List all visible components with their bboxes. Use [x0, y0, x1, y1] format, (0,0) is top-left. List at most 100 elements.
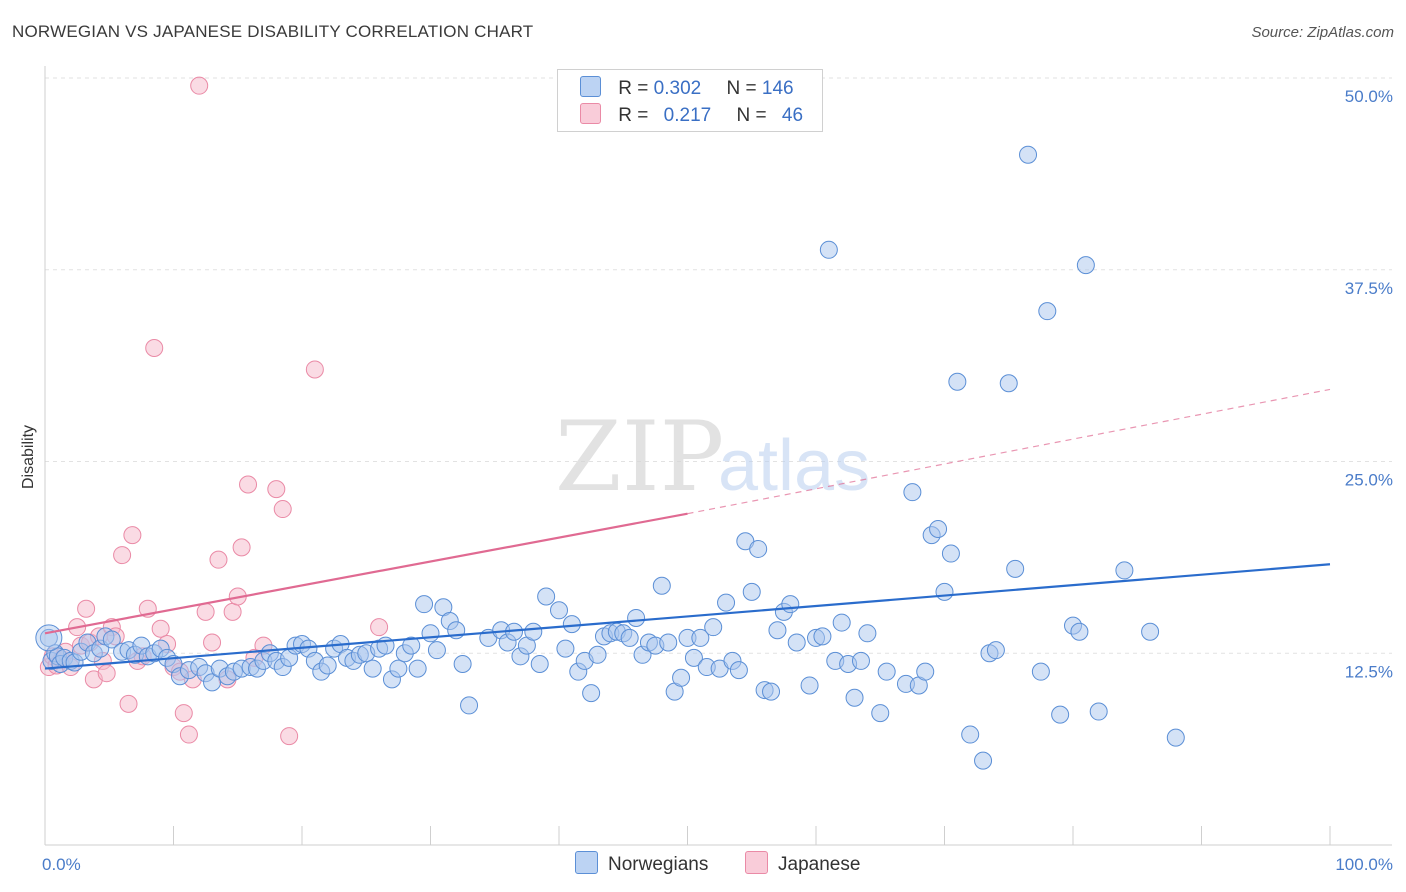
trend-lines [44, 388, 1331, 670]
japanese-point [145, 338, 164, 357]
norwegian-point [858, 624, 877, 643]
japanese-point [190, 76, 209, 95]
norwegian-point [582, 684, 601, 703]
norwegian-point [762, 682, 781, 701]
legend-swatch-norwegians [580, 76, 601, 97]
bottom-legend-label: Norwegians [608, 854, 709, 875]
bottom-legend-swatch-norwegians [575, 851, 598, 874]
norwegian-point [530, 654, 549, 673]
norwegian-point [729, 661, 748, 680]
norwegian-point [556, 639, 575, 658]
japanese-point [119, 694, 138, 713]
axes [44, 66, 1392, 846]
norwegian-point [427, 641, 446, 660]
norwegian-point [415, 595, 434, 614]
watermark-atlas: atlas [718, 426, 870, 506]
norwegian-point [453, 654, 472, 673]
norwegian-point [986, 641, 1005, 660]
norwegian-point [684, 648, 703, 667]
norwegian-point [941, 544, 960, 563]
norwegian-point [717, 593, 736, 612]
norwegian-point [1115, 561, 1134, 580]
norwegian-point [1006, 559, 1025, 578]
x-tick-label: 100.0% [1335, 855, 1393, 874]
norwegian-point [781, 595, 800, 614]
norwegian-point [203, 673, 222, 692]
norwegian-point [421, 624, 440, 643]
japanese-point [267, 480, 286, 499]
bottom-legend-norwegians: Norwegians [575, 851, 708, 877]
norwegian-point [929, 519, 948, 538]
legend-r-value: 0.217 [663, 105, 712, 126]
norwegian-point [672, 668, 691, 687]
norwegian-point [1070, 622, 1089, 641]
japanese-point [174, 704, 193, 723]
japanese-point [113, 546, 132, 565]
legend-r-label: R = [618, 105, 649, 126]
japanese-point [151, 619, 170, 638]
japanese-point [123, 526, 142, 545]
japanese-point [196, 602, 215, 621]
norwegian-point [402, 636, 421, 655]
legend-r-value: 0.302 [653, 78, 702, 99]
norwegian-point [691, 628, 710, 647]
japanese-point [223, 602, 242, 621]
norwegian-point [102, 630, 121, 649]
norwegian-point [871, 704, 890, 723]
japanese-point [305, 360, 324, 379]
norwegian-point [659, 633, 678, 652]
norwegian-point [652, 576, 671, 595]
watermark-zip: ZIP [555, 401, 724, 513]
norwegian-point [742, 582, 761, 601]
norwegian-point [363, 659, 382, 678]
japanese-point [203, 633, 222, 652]
norwegian-point [1076, 256, 1095, 275]
legend-n-value: 46 [781, 105, 804, 126]
japanese-point [77, 599, 96, 618]
legend-n-value: 146 [761, 78, 794, 99]
norwegian-point [460, 696, 479, 715]
legend-r-label: R = [618, 78, 649, 99]
source-label: Source: ZipAtlas.com [1251, 24, 1394, 41]
norwegian-point [813, 627, 832, 646]
x-tick-label: 0.0% [42, 855, 81, 874]
norwegian-point [1038, 302, 1057, 321]
norwegian-point [845, 688, 864, 707]
norwegian-point [819, 240, 838, 259]
bottom-legend-label: Japanese [778, 854, 861, 875]
legend-n-label: N = [726, 78, 757, 99]
norwegian-point [974, 751, 993, 770]
norwegian-point [1019, 145, 1038, 164]
norwegian-point [961, 725, 980, 744]
japanese-trend-line [44, 512, 688, 635]
legend-n-label: N = [736, 105, 767, 126]
norwegian-point [903, 483, 922, 502]
norwegian-point [1031, 662, 1050, 681]
legend-row-norwegians: R = 0.302 N = 146 [580, 76, 794, 99]
norwegian-point [851, 651, 870, 670]
norwegian-point [768, 621, 787, 640]
norwegian-point [524, 622, 543, 641]
norwegian-point [916, 662, 935, 681]
chart-title: NORWEGIAN VS JAPANESE DISABILITY CORRELA… [12, 22, 534, 41]
japanese-point [232, 538, 251, 557]
bottom-legend-japanese: Japanese [745, 851, 860, 877]
watermark: ZIP atlas [555, 401, 870, 513]
norwegian-point [408, 659, 427, 678]
japanese-point [209, 550, 228, 569]
norwegian-point [562, 615, 581, 634]
norwegian-point [1166, 728, 1185, 747]
norwegian-point [935, 582, 954, 601]
y-tick-label: 50.0% [1345, 87, 1393, 106]
norwegian-point [389, 659, 408, 678]
legend: R = 0.302 N = 146 R = 0.217 N = 46 [557, 69, 823, 132]
norwegian-point [1051, 705, 1070, 724]
norwegian-point [35, 624, 63, 652]
norwegian-point [999, 374, 1018, 393]
y-tick-label: 25.0% [1345, 471, 1393, 490]
norwegian-point [550, 601, 568, 620]
japanese-point [239, 475, 258, 494]
norwegian-point [800, 676, 819, 695]
grid-lines [45, 77, 1392, 654]
